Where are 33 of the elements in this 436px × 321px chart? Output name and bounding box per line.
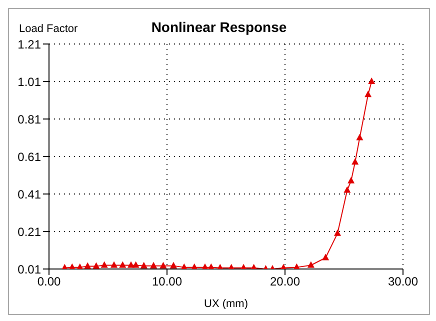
x-axis-title: UX (mm) — [204, 298, 248, 310]
y-tick-label: 1.21 — [18, 37, 42, 52]
y-tick-label: 0.41 — [18, 187, 42, 202]
point — [92, 262, 100, 269]
chart-title: Nonlinear Response — [151, 19, 287, 35]
y-tick-label: 0.21 — [18, 224, 42, 239]
y-tick-label: 0.61 — [18, 150, 42, 164]
x-tick-label: 10.00 — [152, 274, 182, 289]
y-tick-label: 1.01 — [18, 74, 42, 89]
point — [334, 229, 342, 236]
point — [84, 262, 92, 269]
point — [132, 261, 140, 268]
point — [348, 176, 355, 184]
y-tick-label: 0.81 — [18, 112, 42, 126]
point — [140, 262, 148, 268]
x-tick-label: 30.00 — [388, 274, 418, 289]
point — [150, 262, 158, 268]
point — [170, 262, 177, 268]
point — [344, 186, 351, 193]
x-tick-label: 20.00 — [270, 274, 300, 289]
point — [160, 262, 167, 268]
point — [322, 254, 330, 260]
point — [352, 158, 359, 165]
point — [368, 78, 376, 84]
x-tick-label: 0.00 — [37, 274, 61, 289]
point — [110, 261, 118, 268]
point — [364, 90, 372, 98]
point — [100, 261, 108, 268]
point — [307, 261, 314, 268]
y-axis-title: Load Factor — [19, 23, 78, 35]
point — [356, 134, 364, 140]
point — [119, 261, 126, 268]
y-tick-label: 0.01 — [18, 262, 42, 276]
